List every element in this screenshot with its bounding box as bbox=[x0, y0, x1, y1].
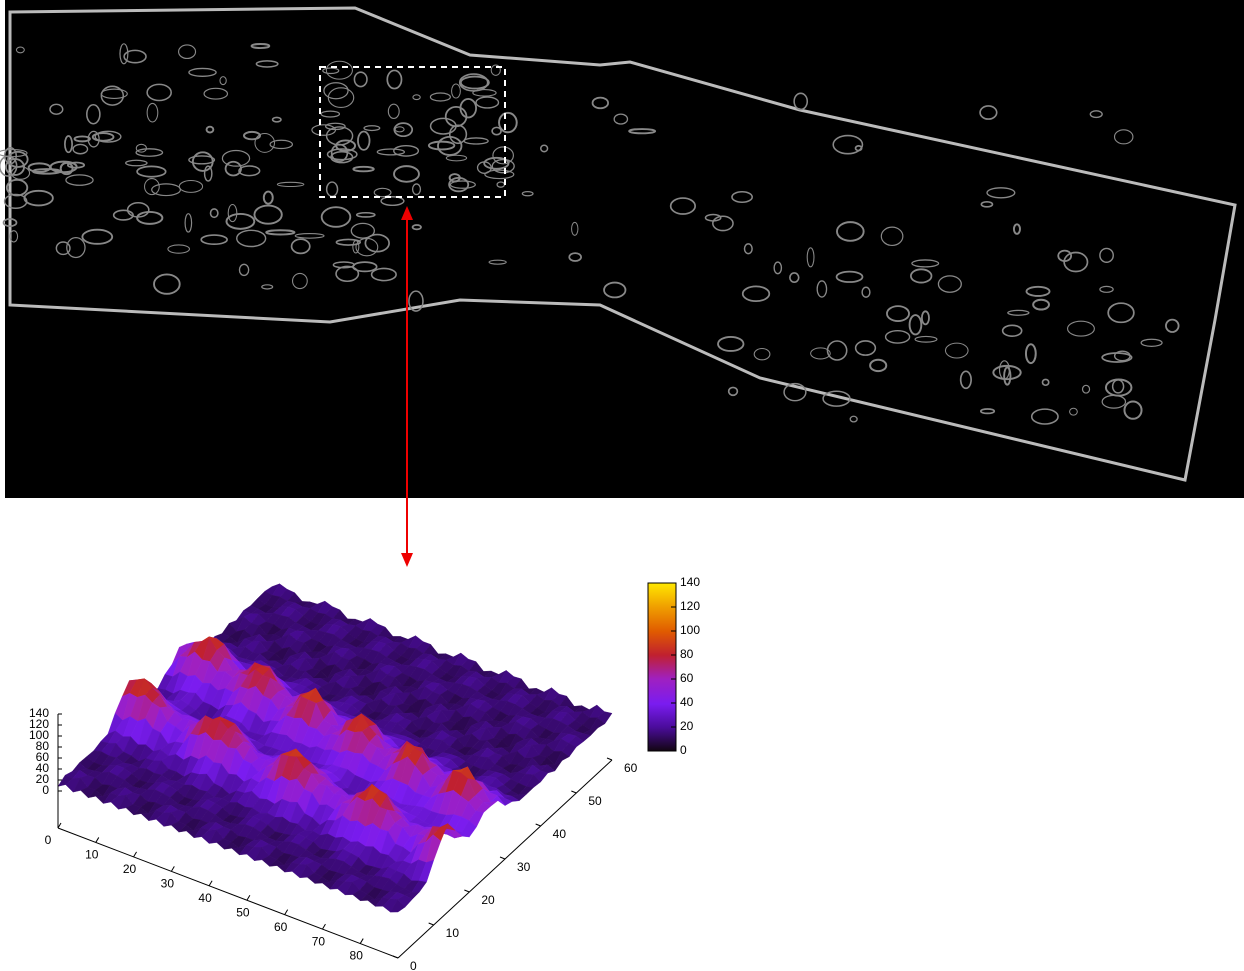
colorbar-tick-label: 100 bbox=[680, 623, 700, 637]
y-tick-label: 60 bbox=[624, 761, 638, 775]
y-tick bbox=[464, 890, 469, 892]
x-tick bbox=[96, 837, 99, 842]
y-tick bbox=[393, 956, 398, 958]
x-tick-label: 40 bbox=[198, 891, 212, 905]
y-tick bbox=[571, 791, 576, 793]
colorbar-tick-label: 60 bbox=[680, 671, 694, 685]
y-tick bbox=[429, 923, 434, 925]
x-tick-label: 70 bbox=[312, 934, 326, 948]
y-tick-label: 40 bbox=[553, 827, 567, 841]
colorbar-tick-label: 120 bbox=[680, 599, 700, 613]
y-tick-label: 30 bbox=[517, 860, 531, 874]
y-tick-label: 0 bbox=[410, 959, 417, 971]
x-tick bbox=[171, 866, 174, 871]
x-tick bbox=[209, 881, 212, 886]
y-tick-label: 10 bbox=[446, 926, 460, 940]
x-tick-label: 0 bbox=[45, 833, 52, 847]
colorbar-tick-label: 20 bbox=[680, 719, 694, 733]
colorbar-tick-label: 80 bbox=[680, 647, 694, 661]
arrow-head bbox=[401, 553, 413, 567]
x-tick-label: 20 bbox=[123, 862, 137, 876]
figure: 0 10 20 30 40 50 60 70 80 0 10 20 30 40 50 60 0 20 40 60 80 1… bbox=[0, 0, 1244, 971]
x-tick-label: 10 bbox=[85, 848, 99, 862]
x-tick bbox=[134, 852, 137, 857]
colorbar-tick-label: 140 bbox=[680, 575, 700, 589]
y-tick bbox=[607, 758, 612, 760]
y-tick-label: 50 bbox=[588, 794, 602, 808]
y-tick bbox=[500, 857, 505, 859]
x-tick bbox=[247, 895, 250, 900]
x-tick-label: 60 bbox=[274, 920, 288, 934]
y-tick-label: 20 bbox=[481, 893, 495, 907]
x-tick bbox=[360, 939, 363, 944]
colorbar-tick-label: 0 bbox=[680, 743, 687, 757]
colorbar bbox=[648, 583, 676, 751]
x-tick-label: 30 bbox=[161, 877, 175, 891]
y-tick bbox=[536, 824, 541, 826]
z-tick-label: 140 bbox=[29, 706, 49, 720]
x-tick bbox=[285, 910, 288, 915]
colorbar-tick-label: 40 bbox=[680, 695, 694, 709]
x-tick bbox=[322, 924, 325, 929]
x-tick-label: 80 bbox=[350, 949, 364, 963]
x-tick-label: 50 bbox=[236, 905, 250, 919]
